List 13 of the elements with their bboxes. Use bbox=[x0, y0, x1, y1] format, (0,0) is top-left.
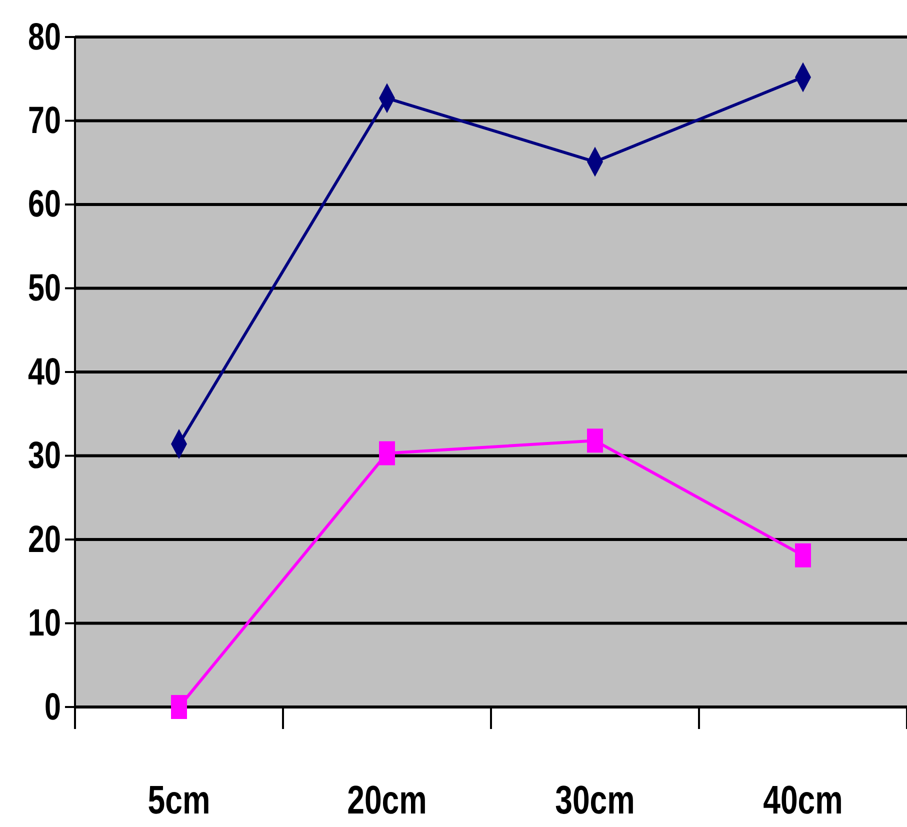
y-tick-label: 20 bbox=[28, 518, 61, 561]
x-tick-label: 40cm bbox=[763, 778, 843, 822]
y-tick-label: 40 bbox=[28, 350, 61, 394]
y-tick-label: 10 bbox=[28, 602, 61, 644]
y-tick-label: 80 bbox=[28, 16, 61, 58]
y-tick-label: 50 bbox=[28, 267, 61, 310]
y-tick-label: 60 bbox=[28, 183, 61, 226]
x-tick-label: 20cm bbox=[347, 778, 427, 822]
y-tick-label: 0 bbox=[44, 686, 61, 728]
x-tick-label: 5cm bbox=[148, 778, 210, 822]
y-tick-label: 70 bbox=[28, 100, 61, 142]
x-tick-label: 30cm bbox=[555, 778, 635, 822]
y-tick-label: 30 bbox=[28, 434, 61, 477]
